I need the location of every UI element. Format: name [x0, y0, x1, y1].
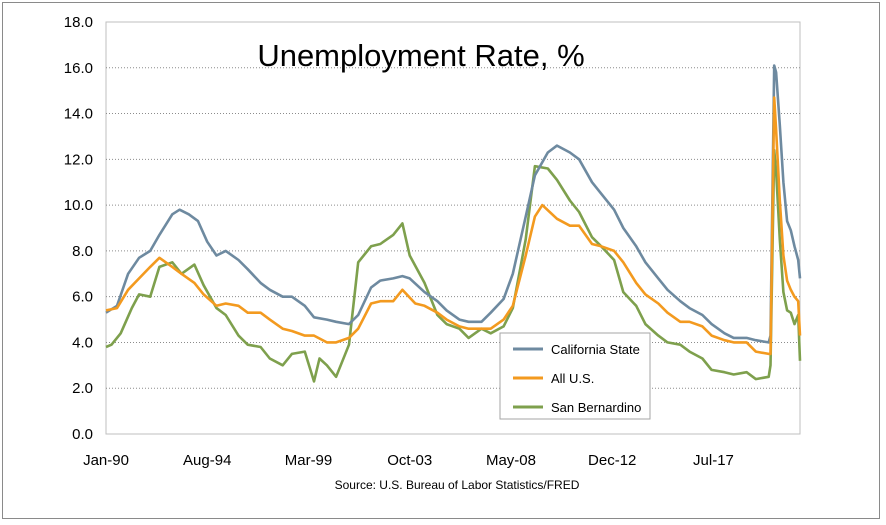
chart-source: Source: U.S. Bureau of Labor Statistics/…	[335, 478, 580, 492]
chart-frame: 0.0 2.0 4.0 6.0 8.0 10.0 12.0 14.0 16.0 18.0 Jan-…	[2, 2, 880, 519]
x-tick-label: Jul-17	[693, 452, 734, 469]
plot-area	[105, 21, 801, 435]
line-chart: 0.0 2.0 4.0 6.0 8.0 10.0 12.0 14.0 16.0 18.0 Jan-…	[64, 14, 802, 492]
y-tick-label: 12.0	[64, 151, 93, 168]
series-line-california-state	[105, 64, 802, 344]
y-tick-label: 0.0	[72, 426, 93, 443]
y-tick-label: 2.0	[72, 380, 93, 397]
legend-box	[499, 332, 651, 420]
y-tick-label: 6.0	[72, 289, 93, 306]
y-tick-label: 4.0	[72, 334, 93, 351]
chart-title: Unemployment Rate, %	[257, 38, 584, 73]
x-tick-label: Mar-99	[285, 452, 333, 469]
x-tick-label: Aug-94	[183, 452, 231, 469]
x-tick-label: May-08	[486, 452, 536, 469]
legend: California State All U.S. San Bernardino	[499, 332, 651, 420]
y-tick-label: 10.0	[64, 197, 93, 214]
legend-label: San Bernardino	[551, 400, 641, 415]
legend-label: All U.S.	[551, 371, 594, 386]
x-tick-label: Dec-12	[588, 452, 636, 469]
series-line-all-u-s	[105, 96, 802, 356]
x-tick-label: Oct-03	[387, 452, 432, 469]
legend-label: California State	[551, 342, 640, 357]
y-tick-label: 8.0	[72, 243, 93, 260]
y-tick-label: 18.0	[64, 14, 93, 31]
x-tick-label: Jan-90	[83, 452, 129, 469]
y-tick-label: 16.0	[64, 60, 93, 77]
y-tick-label: 14.0	[64, 106, 93, 123]
